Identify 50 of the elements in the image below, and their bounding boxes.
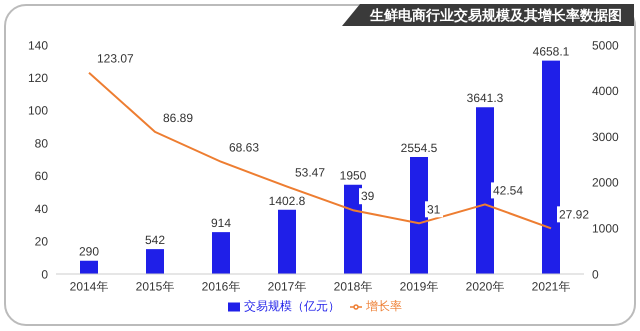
bar <box>410 157 428 274</box>
data-label: 3641.3 <box>466 91 504 106</box>
data-label: 123.07 <box>97 52 134 66</box>
data-label: 68.63 <box>229 140 260 155</box>
data-label: 4658.1 <box>532 44 570 59</box>
y-tick-label: 40 <box>34 202 48 216</box>
data-label: 31 <box>427 202 441 216</box>
y2-tick-label: 4000 <box>592 84 620 98</box>
y2-tick-label: 3000 <box>592 130 620 144</box>
data-label: 914 <box>210 216 232 230</box>
data-label: 42.54 <box>493 183 524 198</box>
data-label: 27.92 <box>559 207 590 222</box>
y2-tick-label: 0 <box>592 267 599 282</box>
legend-label: 增长率 <box>366 299 402 313</box>
y-tick-label: 20 <box>34 234 48 249</box>
y2-tick-label: 5000 <box>592 38 620 52</box>
y2-tick-label: 2000 <box>592 176 620 190</box>
bar <box>80 260 98 274</box>
data-label: 1950 <box>340 168 367 183</box>
data-label: 542 <box>144 233 166 248</box>
legend-label: 交易规模（亿元） <box>244 299 340 313</box>
data-label: 53.47 <box>295 166 326 180</box>
bar <box>344 184 362 274</box>
data-label: 39 <box>361 189 375 204</box>
x-tick-label: 2017年 <box>268 280 306 294</box>
data-label: 1402.8 <box>268 194 306 208</box>
bar <box>278 210 296 274</box>
y-tick-label: 120 <box>28 70 48 85</box>
x-tick-label: 2019年 <box>400 280 438 294</box>
bar <box>212 232 230 274</box>
y-tick-label: 0 <box>41 267 48 282</box>
y-tick-label: 140 <box>28 38 48 52</box>
data-label: 290 <box>78 244 100 259</box>
x-tick-label: 2021年 <box>532 280 570 294</box>
x-tick-label: 2016年 <box>202 280 240 294</box>
y-tick-label: 80 <box>34 136 48 150</box>
x-tick-label: 2015年 <box>136 280 174 294</box>
x-tick-label: 2014年 <box>70 280 108 294</box>
data-label: 86.89 <box>163 110 194 125</box>
x-tick-label: 2018年 <box>334 280 372 294</box>
y-tick-label: 100 <box>28 104 48 118</box>
y2-tick-label: 1000 <box>592 221 620 236</box>
chart-title: 生鲜电商行业交易规模及其增长率数据图 <box>342 4 634 26</box>
bar <box>542 60 560 274</box>
y-tick-label: 60 <box>34 169 48 184</box>
data-label: 2554.5 <box>400 141 438 156</box>
line-series <box>88 72 552 230</box>
x-tick-label: 2020年 <box>466 280 504 294</box>
bar <box>476 107 494 274</box>
bar <box>146 249 164 274</box>
